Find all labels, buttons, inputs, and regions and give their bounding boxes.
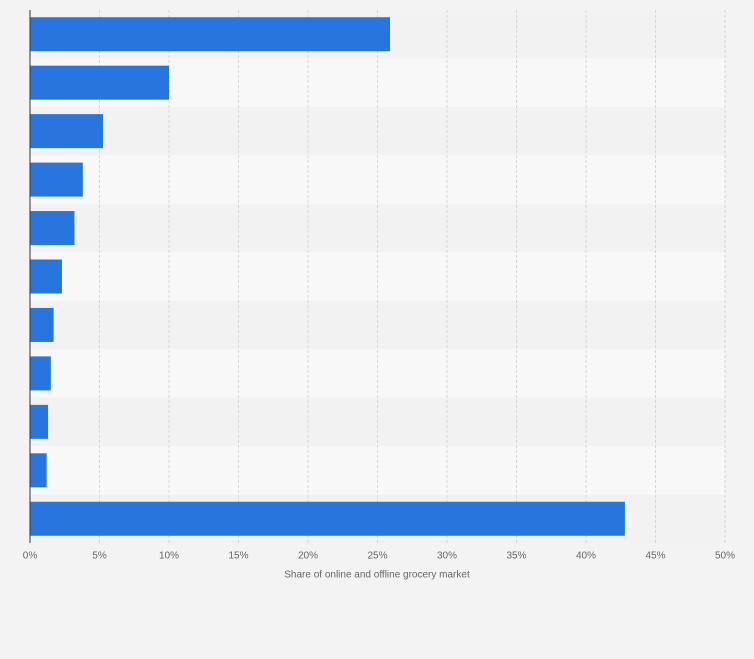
x-axis-title: Share of online and offline grocery mark… (284, 570, 470, 581)
bar (30, 356, 51, 391)
bar (30, 211, 75, 246)
x-tick-label: 35% (506, 551, 526, 562)
bar (30, 162, 83, 197)
bar (30, 114, 103, 149)
x-tick-label: 30% (437, 551, 457, 562)
x-tick-label: 45% (645, 551, 665, 562)
bar (30, 501, 625, 536)
bar (30, 259, 62, 294)
x-tick-label: 0% (23, 551, 38, 562)
x-tick-label: 10% (159, 551, 179, 562)
bar (30, 17, 391, 52)
x-tick-label: 15% (228, 551, 248, 562)
x-tick-label: 25% (367, 551, 387, 562)
bar (30, 65, 169, 100)
x-tick-label: 20% (298, 551, 318, 562)
bar (30, 404, 49, 439)
x-tick-label: 5% (92, 551, 107, 562)
x-tick-label: 40% (576, 551, 596, 562)
x-tick-label: 50% (715, 551, 735, 562)
bar (30, 453, 47, 488)
bar (30, 307, 54, 342)
